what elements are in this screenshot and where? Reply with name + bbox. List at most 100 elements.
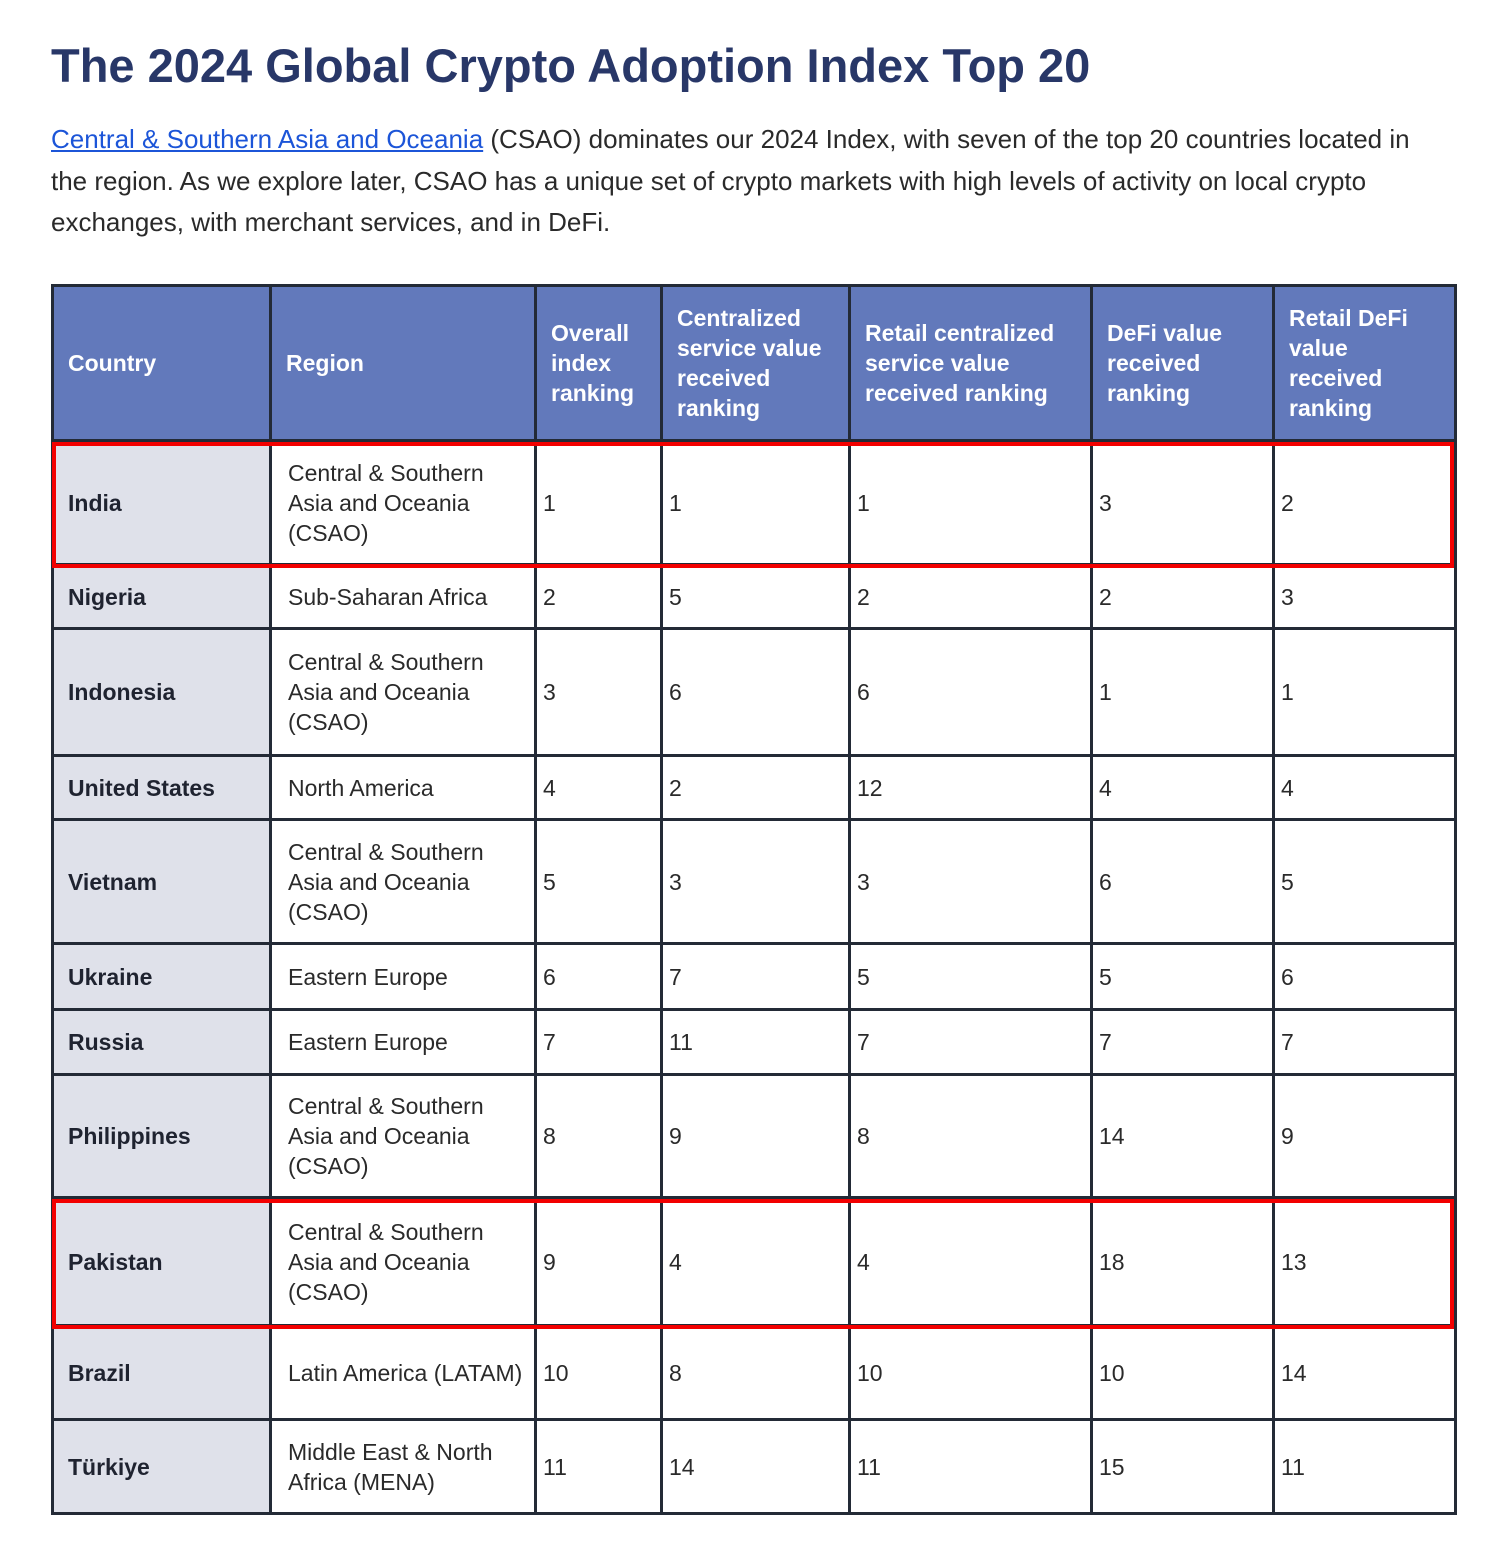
region-cell: Central & Southern Asia and Oceania (CSA… [269, 439, 537, 566]
ranking-cell: 4 [848, 1196, 1093, 1327]
country-cell: India [51, 439, 272, 566]
ranking-cell: 6 [848, 627, 1093, 757]
region-link[interactable]: Central & Southern Asia and Oceania [51, 124, 484, 154]
table-row: Philippines Central & Southern Asia and O… [51, 1073, 1457, 1199]
ranking-cell: 1 [660, 439, 851, 566]
ranking-cell: 8 [660, 1324, 851, 1421]
table-header-row: Country Region Overall index ranking Centra… [51, 284, 1457, 442]
ranking-cell: 1 [1272, 627, 1457, 757]
intro-paragraph: Central & Southern Asia and Oceania (CSA… [51, 119, 1451, 244]
region-cell: North America [269, 754, 537, 821]
ranking-cell: 6 [660, 627, 851, 757]
table-row: Vietnam Central & Southern Asia and Ocean… [51, 818, 1457, 945]
ranking-cell: 1 [1090, 627, 1275, 757]
ranking-cell: 4 [534, 754, 663, 821]
region-cell: Central & Southern Asia and Oceania (CSA… [269, 627, 537, 757]
ranking-cell: 5 [660, 563, 851, 630]
country-cell: Brazil [51, 1324, 272, 1421]
country-cell: Indonesia [51, 627, 272, 757]
column-header: Country [51, 284, 272, 442]
region-cell: Latin America (LATAM) [269, 1324, 537, 1421]
table-row: Brazil Latin America (LATAM) 10 8 10 10 14 [51, 1324, 1457, 1421]
table-row: Pakistan Central & Southern Asia and Ocea… [51, 1196, 1457, 1327]
table-row: Ukraine Eastern Europe 6 7 5 5 6 [51, 942, 1457, 1011]
ranking-cell: 8 [848, 1073, 1093, 1199]
ranking-cell: 10 [848, 1324, 1093, 1421]
ranking-cell: 6 [534, 942, 663, 1011]
table-row: Russia Eastern Europe 7 11 7 7 7 [51, 1008, 1457, 1076]
ranking-cell: 14 [1090, 1073, 1275, 1199]
region-cell: Central & Southern Asia and Oceania (CSA… [269, 1196, 537, 1327]
ranking-cell: 2 [1090, 563, 1275, 630]
table-row: United States North America 4 2 12 4 4 [51, 754, 1457, 821]
country-cell: Nigeria [51, 563, 272, 630]
ranking-cell: 11 [534, 1418, 663, 1515]
region-cell: Eastern Europe [269, 1008, 537, 1076]
ranking-cell: 7 [1272, 1008, 1457, 1076]
country-cell: Ukraine [51, 942, 272, 1011]
ranking-cell: 11 [848, 1418, 1093, 1515]
ranking-cell: 1 [534, 439, 663, 566]
ranking-cell: 7 [848, 1008, 1093, 1076]
country-cell: United States [51, 754, 272, 821]
ranking-cell: 3 [534, 627, 663, 757]
ranking-cell: 4 [660, 1196, 851, 1327]
ranking-cell: 3 [848, 818, 1093, 945]
ranking-cell: 2 [1272, 439, 1457, 566]
ranking-cell: 5 [534, 818, 663, 945]
ranking-cell: 10 [534, 1324, 663, 1421]
region-cell: Middle East & North Africa (MENA) [269, 1418, 537, 1515]
region-cell: Central & Southern Asia and Oceania (CSA… [269, 1073, 537, 1199]
ranking-cell: 5 [1090, 942, 1275, 1011]
intro-text: (CSAO) dominates our 2024 Index, with se… [51, 124, 1410, 237]
ranking-cell: 2 [660, 754, 851, 821]
country-cell: Türkiye [51, 1418, 272, 1515]
ranking-cell: 8 [534, 1073, 663, 1199]
ranking-cell: 9 [534, 1196, 663, 1327]
ranking-cell: 3 [1272, 563, 1457, 630]
adoption-index-table: Country Region Overall index ranking Centra… [51, 284, 1457, 1515]
column-header: Overall index ranking [534, 284, 663, 442]
column-header: Retail centralized service value receive… [848, 284, 1093, 442]
page-title: The 2024 Global Crypto Adoption Index To… [51, 39, 1091, 92]
ranking-cell: 1 [848, 439, 1093, 566]
country-cell: Vietnam [51, 818, 272, 945]
ranking-cell: 7 [1090, 1008, 1275, 1076]
region-cell: Eastern Europe [269, 942, 537, 1011]
column-header: DeFi value received ranking [1090, 284, 1275, 442]
ranking-cell: 5 [1272, 818, 1457, 945]
table-row: India Central & Southern Asia and Oceania… [51, 439, 1457, 566]
ranking-cell: 4 [1272, 754, 1457, 821]
ranking-cell: 6 [1272, 942, 1457, 1011]
region-cell: Central & Southern Asia and Oceania (CSA… [269, 818, 537, 945]
country-cell: Pakistan [51, 1196, 272, 1327]
column-header: Retail DeFi value received ranking [1272, 284, 1457, 442]
ranking-cell: 9 [660, 1073, 851, 1199]
ranking-cell: 2 [534, 563, 663, 630]
ranking-cell: 12 [848, 754, 1093, 821]
country-cell: Russia [51, 1008, 272, 1076]
table-row: Indonesia Central & Southern Asia and Oce… [51, 627, 1457, 757]
ranking-cell: 13 [1272, 1196, 1457, 1327]
ranking-cell: 2 [848, 563, 1093, 630]
column-header: Centralized service value received ranki… [660, 284, 851, 442]
ranking-cell: 5 [848, 942, 1093, 1011]
ranking-cell: 3 [1090, 439, 1275, 566]
table-row: Türkiye Middle East & North Africa (MENA)… [51, 1418, 1457, 1515]
ranking-cell: 6 [1090, 818, 1275, 945]
ranking-cell: 7 [660, 942, 851, 1011]
ranking-cell: 3 [660, 818, 851, 945]
column-header: Region [269, 284, 537, 442]
region-cell: Sub-Saharan Africa [269, 563, 537, 630]
ranking-cell: 11 [1272, 1418, 1457, 1515]
ranking-cell: 11 [660, 1008, 851, 1076]
ranking-cell: 14 [1272, 1324, 1457, 1421]
ranking-cell: 4 [1090, 754, 1275, 821]
ranking-cell: 15 [1090, 1418, 1275, 1515]
country-cell: Philippines [51, 1073, 272, 1199]
ranking-cell: 7 [534, 1008, 663, 1076]
table-row: Nigeria Sub-Saharan Africa 2 5 2 2 3 [51, 563, 1457, 630]
ranking-cell: 18 [1090, 1196, 1275, 1327]
ranking-cell: 14 [660, 1418, 851, 1515]
ranking-cell: 9 [1272, 1073, 1457, 1199]
